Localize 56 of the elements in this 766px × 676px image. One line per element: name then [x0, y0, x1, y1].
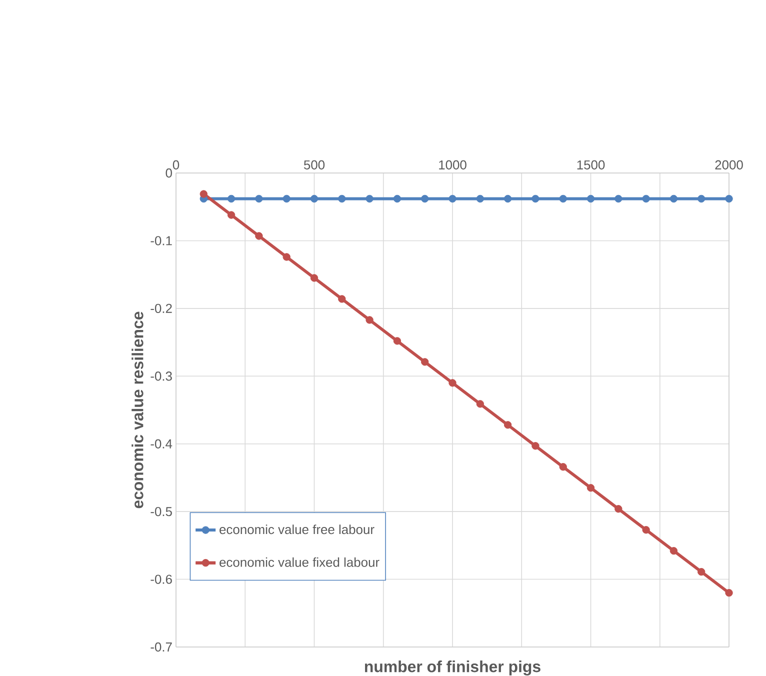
point [614, 194, 622, 203]
x-tick-label: 0 [172, 160, 180, 170]
y-tick-label: -0.2 [150, 304, 172, 314]
point [227, 211, 236, 219]
x-tick-label: 500 [304, 160, 325, 170]
point [670, 547, 678, 555]
point [476, 194, 484, 203]
x-tick-label: 2000 [715, 160, 743, 170]
y-axis-title: economic value resilience [132, 312, 144, 508]
point [559, 194, 567, 203]
point [366, 194, 374, 203]
point [532, 194, 540, 203]
point [448, 194, 456, 203]
y-tick-label: 0 [166, 168, 172, 178]
point [282, 194, 290, 203]
y-tick-label: -0.6 [150, 574, 172, 584]
point [448, 379, 456, 387]
point [504, 421, 512, 429]
point [310, 194, 318, 203]
y-tick-label: -0.1 [150, 236, 172, 246]
point [255, 232, 263, 240]
point [338, 194, 346, 203]
y-tick-label: -0.4 [150, 439, 172, 448]
point [504, 194, 512, 203]
y-tick-label: -0.5 [150, 506, 172, 516]
point [421, 358, 429, 366]
point [282, 253, 290, 261]
legend-label: economic value free labour [220, 524, 374, 534]
point [559, 463, 567, 471]
point [393, 337, 402, 345]
point [725, 194, 733, 203]
point [393, 194, 402, 203]
point [366, 316, 374, 324]
point [255, 194, 263, 203]
point [614, 505, 622, 513]
x-tick-label: 1500 [577, 160, 605, 170]
x-axis-title: number of finisher pigs [364, 660, 540, 676]
point [200, 190, 208, 198]
point [698, 568, 706, 576]
point [642, 526, 650, 534]
point [642, 194, 650, 203]
point [532, 442, 540, 450]
point [586, 484, 595, 492]
point [476, 400, 484, 408]
point [338, 295, 346, 303]
legend-label: economic value fixed labour [220, 557, 380, 567]
point [698, 194, 706, 203]
point [421, 194, 429, 203]
y-tick-label: -0.3 [150, 372, 172, 381]
x-tick-label: 1000 [439, 160, 466, 170]
point [670, 194, 678, 203]
point [586, 194, 595, 203]
y-tick-label: -0.7 [150, 642, 172, 652]
point [227, 194, 236, 203]
point [310, 274, 318, 282]
point [725, 588, 733, 597]
